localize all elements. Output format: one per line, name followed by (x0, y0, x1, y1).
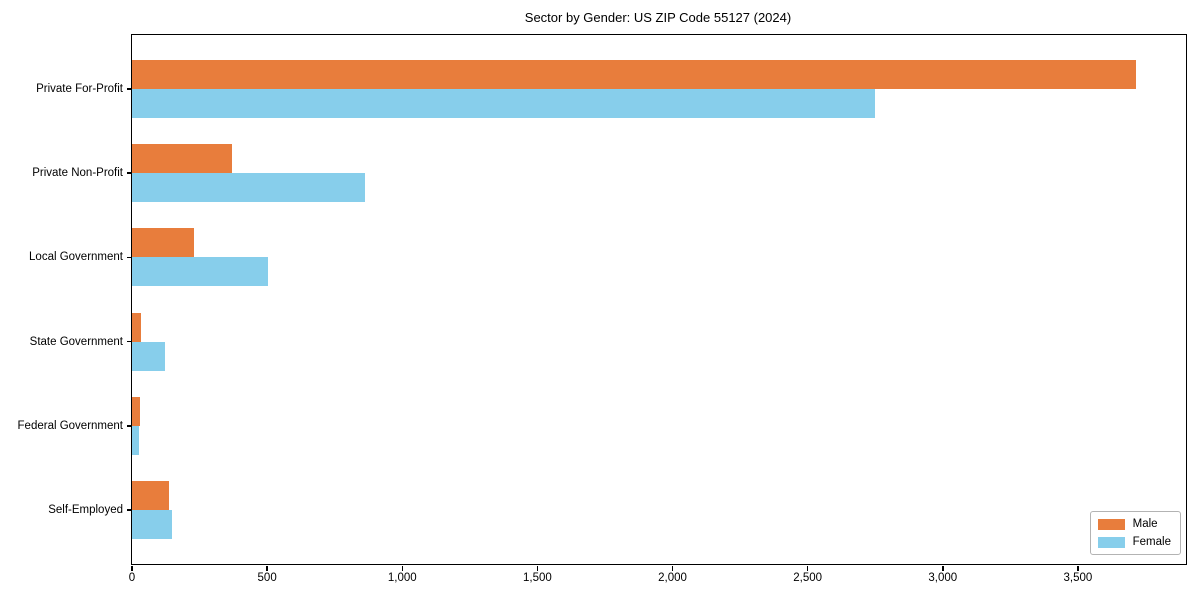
x-tick-mark (1077, 566, 1079, 571)
legend-item-male: Male (1097, 518, 1171, 530)
x-tick-mark (942, 566, 944, 571)
bar-female-self-employed (132, 510, 172, 539)
x-tick-label: 1,000 (387, 572, 417, 584)
category-label-private-for-profit: Private For-Profit (36, 83, 123, 95)
bar-female-local-government (132, 257, 269, 287)
category-label-private-non-profit: Private Non-Profit (32, 167, 123, 180)
legend-swatch-female (1097, 536, 1125, 548)
y-tick-mark (127, 172, 132, 174)
plot-area: Private For-Profit Private Non-Profit Loca… (18, 34, 1187, 584)
y-tick-mark (127, 256, 132, 259)
x-tick-label: 2,000 (658, 572, 687, 584)
y-tick-mark (127, 425, 132, 427)
legend-label-male: Male (1132, 518, 1158, 530)
bar-male-private-for-profit (132, 60, 1136, 89)
legend: Male Female (1089, 511, 1181, 555)
x-tick-mark (266, 566, 268, 571)
chart-title: Sector by Gender: US ZIP Code 55127 (202… (524, 10, 792, 25)
bar-female-federal-government (132, 425, 139, 455)
x-tick-label: 0 (128, 572, 136, 584)
legend-swatch-male (1097, 518, 1125, 530)
y-tick-mark (127, 340, 132, 343)
x-tick-mark (536, 566, 539, 571)
x-tick-mark (671, 566, 674, 571)
bar-male-self-employed (132, 481, 170, 510)
y-tick-mark (127, 88, 132, 90)
bar-male-local-government (132, 228, 195, 258)
legend-label-female: Female (1132, 536, 1171, 548)
bar-male-private-non-profit (132, 144, 232, 174)
bar-female-private-for-profit (132, 89, 876, 118)
category-label-state-government: State Government (29, 335, 123, 348)
bar-male-federal-government (132, 396, 140, 426)
x-tick-label: 2,500 (793, 572, 823, 584)
category-label-federal-government: Federal Government (17, 419, 123, 432)
x-tick-label: 3,500 (1063, 572, 1093, 584)
legend-item-female: Female (1097, 536, 1171, 548)
x-tick-mark (806, 566, 809, 571)
category-label-self-employed: Self-Employed (48, 504, 123, 516)
bar-female-private-non-profit (132, 173, 365, 203)
x-tick-label: 3,000 (928, 572, 958, 584)
x-tick-label: 1,500 (522, 572, 552, 584)
category-label-local-government: Local Government (29, 251, 123, 264)
bar-male-state-government (132, 312, 141, 342)
x-tick-label: 500 (257, 572, 277, 584)
x-tick-mark (131, 566, 133, 571)
y-tick-mark (127, 509, 132, 511)
x-tick-mark (401, 566, 403, 571)
bar-female-state-government (132, 341, 165, 371)
